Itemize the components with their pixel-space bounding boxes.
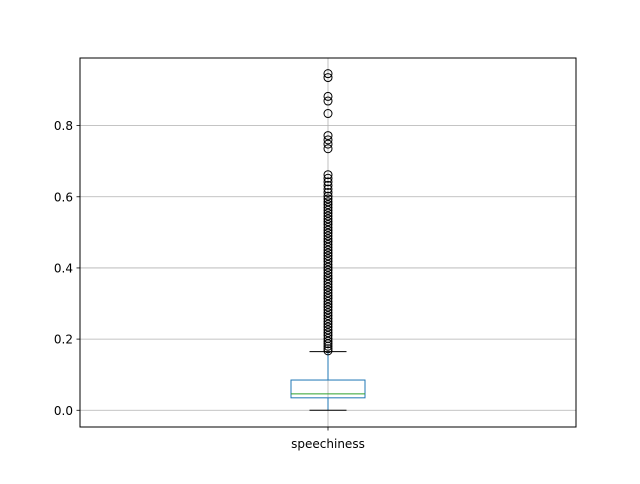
outlier-point xyxy=(323,91,333,101)
outlier-point xyxy=(323,336,333,346)
axes: 0.0 0.2 0.4 0.6 0.8 speechiness xyxy=(54,119,365,451)
outlier-point xyxy=(323,254,333,264)
outlier-point xyxy=(323,214,333,224)
outlier-point xyxy=(323,276,333,286)
outlier-point xyxy=(323,302,333,312)
outlier-point xyxy=(323,316,333,326)
outlier-point xyxy=(323,234,333,244)
outlier-point xyxy=(323,177,333,187)
outlier-point xyxy=(323,259,333,269)
y-tick-label: 0.2 xyxy=(54,333,73,347)
outlier-point xyxy=(323,282,333,292)
box-group xyxy=(290,351,366,411)
outlier-point xyxy=(323,251,333,261)
outlier-point xyxy=(323,225,333,235)
outlier-point xyxy=(323,299,333,309)
outlier-point xyxy=(323,220,333,230)
outlier-point xyxy=(323,69,333,79)
outlier-point xyxy=(323,344,333,354)
outlier-point xyxy=(323,328,333,338)
outlier-point xyxy=(323,265,333,275)
x-tick-label: speechiness xyxy=(291,437,365,451)
outlier-point xyxy=(323,144,333,154)
outlier-point xyxy=(323,285,333,295)
outlier-point xyxy=(323,205,333,215)
outlier-point xyxy=(323,131,333,141)
outlier-point xyxy=(323,197,333,207)
outlier-point xyxy=(323,188,333,198)
outlier-point xyxy=(323,288,333,298)
outlier-point xyxy=(323,279,333,289)
outlier-point xyxy=(323,237,333,247)
outlier-points xyxy=(323,69,333,356)
outlier-point xyxy=(323,305,333,315)
outlier-point xyxy=(323,109,333,119)
outlier-point xyxy=(323,313,333,323)
outlier-point xyxy=(323,191,333,201)
outlier-point xyxy=(323,248,333,258)
outlier-point xyxy=(323,73,333,83)
outlier-point xyxy=(323,242,333,252)
outlier-point xyxy=(323,231,333,241)
outlier-point xyxy=(323,222,333,232)
outlier-point xyxy=(323,228,333,238)
outlier-point xyxy=(323,208,333,218)
y-tick-label: 0.4 xyxy=(54,261,73,275)
outlier-point xyxy=(323,202,333,212)
outlier-point xyxy=(323,325,333,335)
outlier-point xyxy=(323,170,333,180)
outlier-point xyxy=(323,346,333,356)
outlier-point xyxy=(323,239,333,249)
iqr-box xyxy=(290,379,366,399)
outlier-point xyxy=(323,180,333,190)
outlier-point xyxy=(323,271,333,281)
y-tick-label: 0.8 xyxy=(54,119,73,133)
outlier-point xyxy=(323,257,333,267)
outlier-point xyxy=(323,217,333,227)
outlier-point xyxy=(323,322,333,332)
outlier-point xyxy=(323,139,333,149)
outlier-point xyxy=(323,291,333,301)
outlier-point xyxy=(323,173,333,183)
outlier-point xyxy=(323,194,333,204)
outlier-point xyxy=(323,296,333,306)
outlier-point xyxy=(323,311,333,321)
outlier-point xyxy=(323,294,333,304)
outlier-point xyxy=(323,308,333,318)
outlier-point xyxy=(323,331,333,341)
outlier-point xyxy=(323,135,333,145)
outlier-point xyxy=(323,262,333,272)
outlier-point xyxy=(323,96,333,106)
outlier-point xyxy=(323,245,333,255)
outlier-point xyxy=(323,200,333,210)
y-tick-label: 0.0 xyxy=(54,404,73,418)
outlier-point xyxy=(323,274,333,284)
y-tick-label: 0.6 xyxy=(54,190,73,204)
outlier-point xyxy=(323,268,333,278)
outlier-point xyxy=(323,319,333,329)
outlier-point xyxy=(323,333,333,343)
outlier-point xyxy=(323,211,333,221)
outlier-point xyxy=(323,184,333,194)
